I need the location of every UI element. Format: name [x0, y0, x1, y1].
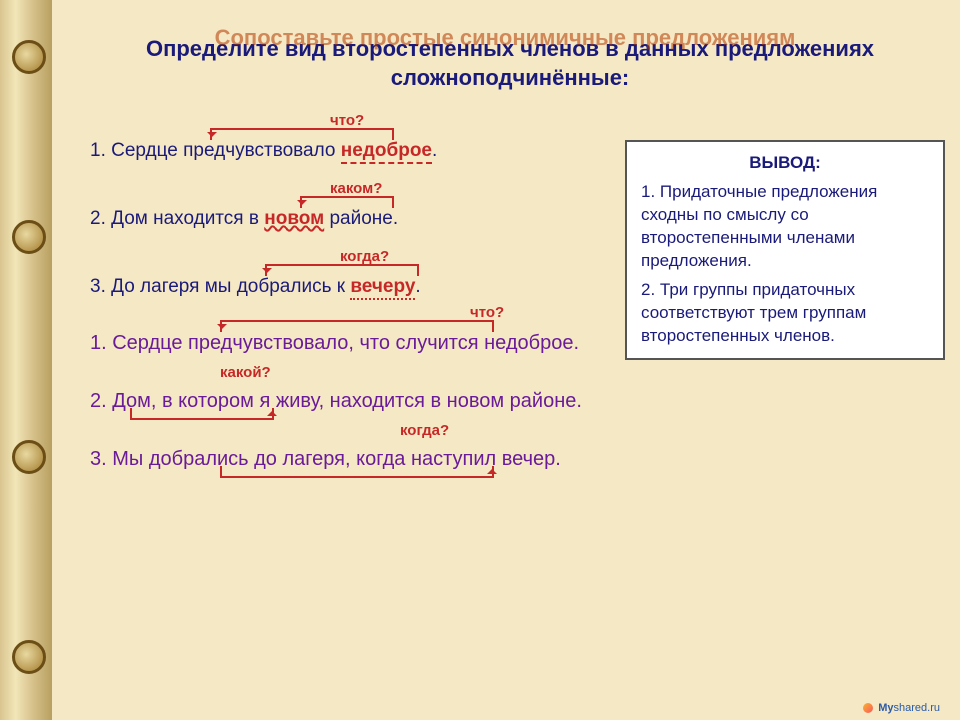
conclusion-p2: 2. Три группы придаточных соответствуют …: [641, 279, 929, 348]
complex-3: когда? 3. Мы добрались до лагеря, когда …: [90, 446, 930, 472]
arrow-icon: [300, 196, 394, 208]
word-novom: новом: [264, 208, 324, 229]
footer-link[interactable]: Myshared.ru: [863, 702, 940, 714]
logo-icon: [863, 703, 873, 713]
title-overlay: Сопоставьте простые синонимичные предлож…: [60, 25, 950, 51]
question-label: что?: [470, 304, 504, 321]
ring-icon: [12, 40, 46, 74]
ring-icon: [12, 220, 46, 254]
conclusion-header: ВЫВОД:: [641, 152, 929, 175]
sentence-3-pre: 3. До лагеря мы добрались к: [90, 276, 350, 297]
arrow-icon: [220, 466, 494, 478]
footer-brand: My: [878, 702, 893, 714]
slide-page: Сопоставьте простые синонимичные предлож…: [0, 0, 960, 720]
complex-2: какой? 2. Дом, в котором я живу, находит…: [90, 388, 930, 414]
arrow-icon: [210, 128, 394, 140]
notebook-binding: [0, 0, 52, 720]
arrow-icon: [265, 264, 419, 276]
arrow-icon: [130, 408, 274, 420]
question-label: когда?: [340, 248, 389, 265]
content-area: Сопоставьте простые синонимичные предлож…: [60, 0, 950, 720]
sentence-1-pre: 1. Сердце предчувствовало: [90, 140, 341, 161]
word-nedobroe: недоброе: [341, 140, 432, 164]
question-label: когда?: [400, 422, 449, 439]
question-label: каком?: [330, 180, 382, 197]
question-label: что?: [330, 112, 364, 129]
sentence-2-pre: 2. Дом находится в: [90, 208, 264, 229]
sentence-2-post: районе.: [324, 208, 398, 229]
footer-rest: shared.ru: [894, 702, 940, 714]
word-vecheru: вечеру: [350, 276, 415, 300]
conclusion-box: ВЫВОД: 1. Придаточные предложения сходны…: [625, 140, 945, 360]
sentence-3-post: .: [415, 276, 420, 297]
sentence-1-post: .: [432, 140, 437, 161]
arrow-icon: [220, 320, 494, 332]
ring-icon: [12, 440, 46, 474]
question-label: какой?: [220, 364, 271, 381]
complex-3-text: 3. Мы добрались до лагеря, когда наступи…: [90, 446, 930, 472]
ring-icon: [12, 640, 46, 674]
conclusion-p1: 1. Придаточные предложения сходны по смы…: [641, 181, 929, 273]
